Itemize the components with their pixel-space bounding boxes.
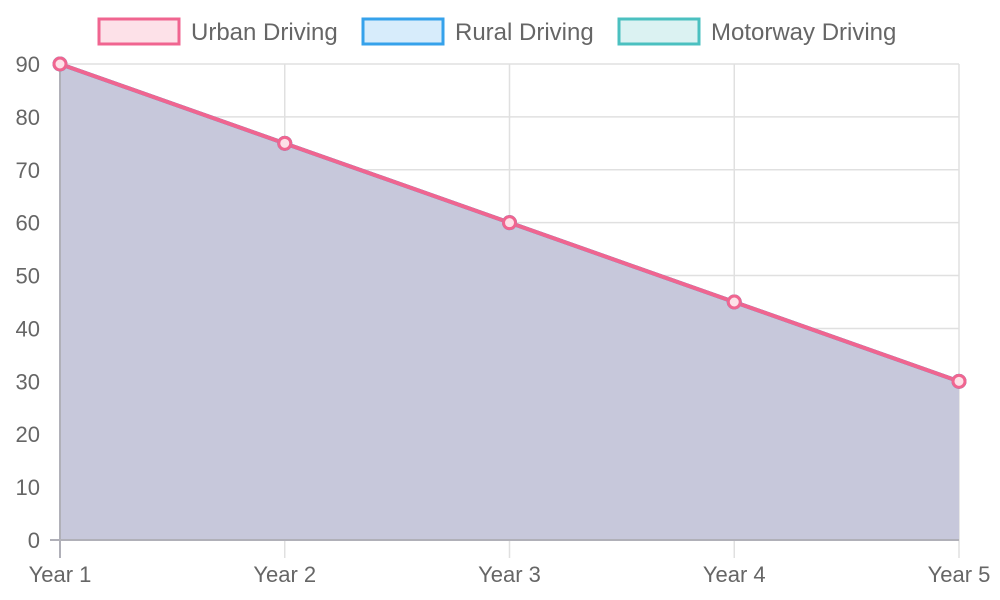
y-tick-label: 20: [16, 422, 40, 447]
x-tick-label: Year 4: [703, 562, 766, 587]
legend-swatch: [97, 17, 181, 46]
x-axis-tick-labels: Year 1 Year 2 Year 3 Year 4 Year 5: [29, 562, 991, 587]
y-tick-label: 30: [16, 369, 40, 394]
y-tick-label: 80: [16, 105, 40, 130]
data-point[interactable]: [951, 373, 967, 389]
legend-swatch: [617, 17, 701, 46]
legend-item[interactable]: Urban Driving: [97, 17, 338, 46]
area-fill: [60, 64, 959, 540]
legend-label: Rural Driving: [455, 19, 594, 46]
y-tick-label: 0: [28, 528, 40, 553]
legend-item[interactable]: Motorway Driving: [617, 17, 896, 46]
data-point[interactable]: [52, 56, 68, 72]
data-point[interactable]: [502, 215, 517, 231]
x-tick-label: Year 2: [253, 562, 316, 587]
axes: [50, 64, 959, 558]
data-point[interactable]: [726, 294, 742, 310]
x-tick-label: Year 5: [928, 562, 991, 587]
x-tick-label: Year 1: [29, 562, 92, 587]
y-axis-tick-labels: 0 10 20 30 40 50 60 70 80 90: [16, 52, 40, 553]
y-tick-label: 10: [16, 475, 40, 500]
data-point[interactable]: [277, 135, 293, 151]
y-tick-label: 60: [16, 211, 40, 236]
series-areas: [60, 64, 959, 540]
y-tick-label: 90: [16, 52, 40, 77]
y-tick-label: 50: [16, 264, 40, 289]
series-points: [52, 56, 967, 389]
legend-swatch: [361, 17, 445, 46]
x-tick-label: Year 3: [478, 562, 541, 587]
y-tick-label: 70: [16, 158, 40, 183]
legend: Urban Driving Rural Driving Motorway Drivi…: [97, 17, 896, 46]
legend-label: Urban Driving: [191, 19, 338, 46]
legend-item[interactable]: Rural Driving: [361, 17, 594, 46]
legend-label: Motorway Driving: [711, 19, 896, 46]
y-tick-label: 40: [16, 316, 40, 341]
